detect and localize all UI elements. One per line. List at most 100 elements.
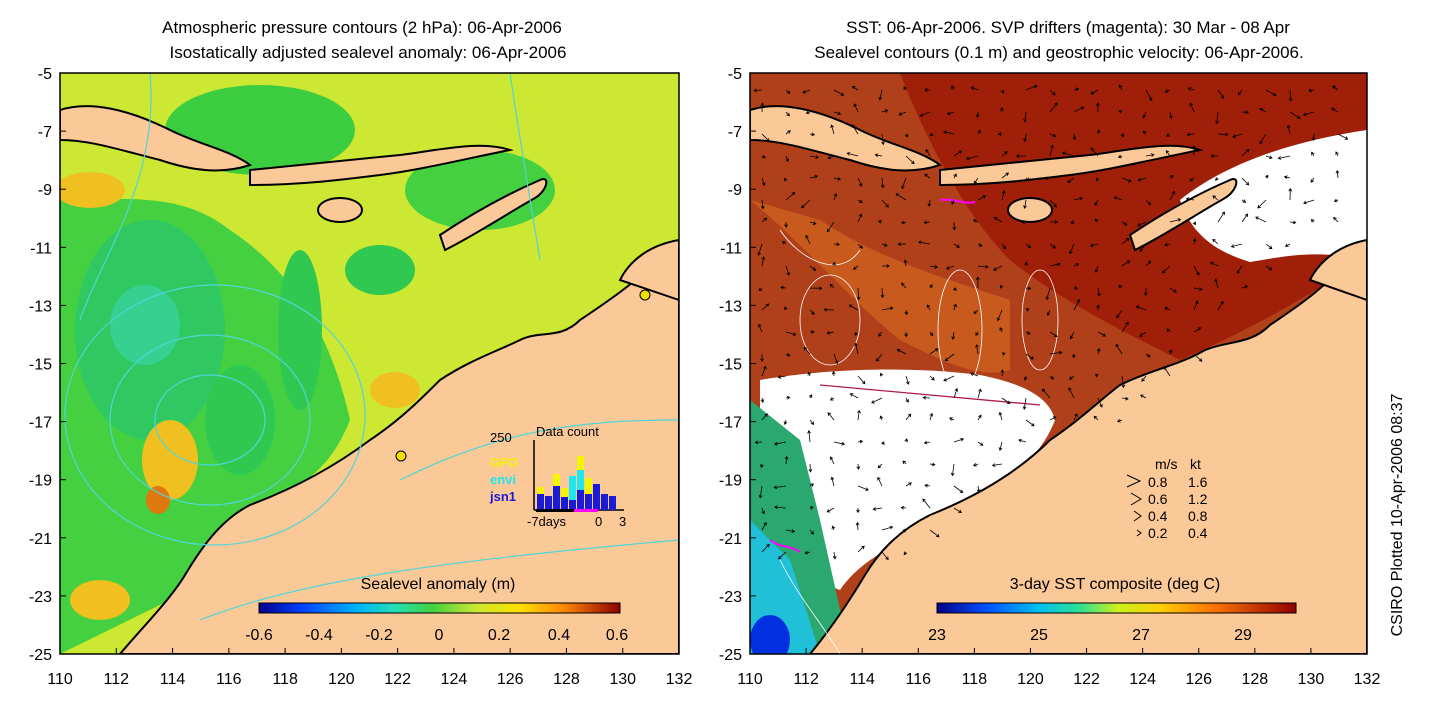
velocity-arrow — [1096, 129, 1101, 135]
sla-high-shelf — [142, 420, 198, 500]
right-x-tick-label: 130 — [1298, 671, 1325, 688]
velocity-arrow — [977, 195, 987, 201]
velocity-arrow — [876, 353, 883, 362]
velocity-arrow — [809, 132, 816, 137]
sla-low-east — [345, 245, 415, 295]
velocity-arrow — [1135, 305, 1147, 311]
velocity-arrow — [809, 506, 814, 510]
velocity-arrow — [922, 395, 931, 400]
velocity-arrow — [856, 287, 861, 301]
velocity-arrow — [833, 441, 846, 446]
velocity-arrow — [904, 309, 909, 316]
velocity-arrow — [785, 352, 791, 357]
velocity-arrow — [1072, 353, 1076, 359]
velocity-arrow — [1187, 87, 1195, 91]
velocity-legend-kt: 0.8 — [1188, 508, 1208, 524]
velocity-legend-ms: 0.6 — [1148, 491, 1168, 507]
sla-tick: 0.2 — [488, 627, 510, 644]
velocity-arrow — [809, 419, 815, 425]
left-y-tick-label: -17 — [29, 415, 52, 432]
velocity-arrow — [833, 242, 840, 247]
mission-label-envi: envi — [490, 472, 516, 487]
velocity-arrow — [760, 397, 765, 403]
velocity-arrow — [833, 353, 839, 365]
velocity-arrow — [991, 463, 1003, 467]
velocity-arrow — [1022, 397, 1027, 410]
velocity-arrow — [1257, 199, 1267, 209]
velocity-arrow — [826, 507, 835, 513]
velocity-arrow — [800, 199, 811, 209]
velocity-arrow — [777, 375, 787, 379]
left-y-tick-label: -13 — [29, 298, 52, 315]
velocity-arrow — [809, 286, 823, 291]
velocity-arrow — [1241, 213, 1249, 223]
right-y-tick-label: -9 — [728, 182, 742, 199]
velocity-arrow — [1145, 153, 1155, 157]
sla-high-nw — [60, 172, 125, 208]
velocity-arrow — [1090, 147, 1099, 157]
velocity-arrow — [1217, 89, 1225, 99]
left-y-tick-label: -15 — [29, 357, 52, 374]
velocity-arrow — [1121, 321, 1129, 333]
velocity-arrow — [754, 440, 763, 445]
right-y-tick-label: -17 — [719, 415, 742, 432]
velocity-arrow — [1277, 155, 1291, 160]
right-x-tick-label: 124 — [1129, 671, 1156, 688]
velocity-arrow — [1049, 89, 1056, 96]
velocity-legend-arrow — [1136, 529, 1142, 537]
velocity-arrow — [1142, 111, 1147, 119]
velocity-arrow — [761, 303, 770, 311]
velocity-arrow — [773, 485, 787, 490]
velocity-arrow — [809, 265, 817, 271]
velocity-arrow — [758, 287, 763, 292]
velocity-arrow — [809, 221, 817, 225]
velocity-arrow — [975, 111, 980, 118]
velocity-arrow — [1214, 278, 1219, 289]
velocity-arrow — [1265, 155, 1273, 160]
right-x-tick-label: 126 — [1185, 671, 1212, 688]
right-x-tick-label: 114 — [849, 671, 875, 688]
velocity-arrow — [1214, 177, 1219, 181]
velocity-arrow — [1232, 133, 1243, 138]
velocity-arrow — [1121, 237, 1130, 245]
right-x-tick-label: 120 — [1017, 671, 1044, 688]
velocity-arrow — [973, 177, 979, 185]
velocity-arrow — [871, 397, 883, 404]
right-x-tick-label: 118 — [962, 671, 988, 688]
velocity-arrow — [1118, 284, 1123, 289]
velocity-arrow — [1331, 107, 1339, 113]
velocity-arrow — [1023, 375, 1028, 381]
velocity-arrow — [953, 387, 959, 399]
velocity-arrow — [785, 265, 790, 276]
velocity-arrow — [1113, 196, 1123, 201]
velocity-arrow — [953, 173, 957, 179]
velocity-arrow — [1093, 415, 1099, 421]
velocity-arrow — [1193, 300, 1199, 311]
velocity-arrow — [1265, 174, 1269, 179]
velocity-arrow — [1018, 438, 1027, 443]
velocity-arrow — [881, 525, 894, 531]
velocity-arrow — [1049, 375, 1054, 380]
velocity-arrow — [929, 265, 939, 269]
velocity-arrow — [832, 551, 837, 560]
data-count-title: Data count — [536, 424, 599, 439]
velocity-arrow — [832, 261, 836, 267]
velocity-arrow — [829, 283, 835, 289]
sla-low-central — [205, 365, 275, 475]
sst-tick: 27 — [1132, 627, 1150, 644]
velocity-arrow — [929, 284, 933, 289]
velocity-arrow — [1025, 84, 1038, 91]
velocity-arrow — [901, 177, 907, 190]
velocity-arrow — [1143, 287, 1148, 297]
velocity-arrow — [872, 507, 883, 511]
data-count-xlabel: -7days — [527, 514, 567, 529]
sla-colorbar-label: Sealevel anomaly (m) — [361, 576, 516, 593]
right-x-tick-label: 132 — [1354, 671, 1381, 688]
velocity-arrow — [783, 177, 788, 182]
left-x-tick-label: 110 — [47, 671, 73, 688]
velocity-arrow — [857, 439, 864, 444]
velocity-arrow — [1049, 199, 1057, 208]
sla-tick: 0.4 — [548, 627, 570, 644]
velocity-arrow — [965, 155, 979, 161]
velocity-arrow — [823, 307, 835, 312]
